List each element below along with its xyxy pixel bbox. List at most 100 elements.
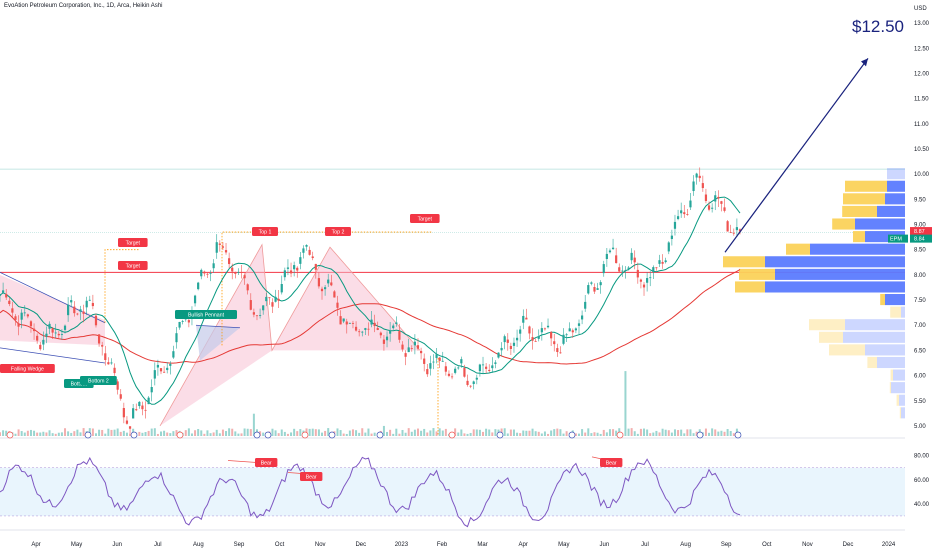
volume-profile-bar-blue xyxy=(893,369,905,381)
candle-body xyxy=(107,362,110,365)
volume-profile-bar-yellow xyxy=(809,319,845,331)
volume-profile-bar-blue xyxy=(765,281,905,293)
candle-body xyxy=(54,332,57,334)
volume-bar xyxy=(324,430,327,436)
volume-profile-bar-yellow xyxy=(889,382,891,394)
volume-bar xyxy=(336,428,339,436)
candle-body xyxy=(401,344,404,350)
volume-profile-bar-blue xyxy=(899,394,905,406)
price-tick-label: 11.50 xyxy=(914,97,929,103)
candle-body xyxy=(389,330,392,334)
volume-bar xyxy=(104,433,107,436)
volume-bar xyxy=(574,433,577,436)
candle-body xyxy=(324,287,327,290)
candle-body xyxy=(144,409,147,411)
volume-profile xyxy=(723,168,905,419)
volume-profile-bar-blue xyxy=(775,268,905,280)
volume-bar xyxy=(577,433,580,436)
event-marker xyxy=(301,431,309,439)
volume-bar xyxy=(463,433,466,436)
volume-bar xyxy=(163,430,166,436)
volume-bar xyxy=(534,431,537,436)
volume-bar xyxy=(522,430,525,436)
volume-bar xyxy=(485,428,488,436)
volume-bar xyxy=(646,429,649,436)
candle-body xyxy=(119,394,122,399)
candle-body xyxy=(113,367,116,374)
double-top-area xyxy=(160,244,420,426)
candle-body xyxy=(82,311,85,314)
candle-body xyxy=(522,315,525,323)
candle-body xyxy=(42,339,45,345)
volume-bar xyxy=(673,429,676,436)
volume-bar xyxy=(351,429,354,436)
candle-body xyxy=(200,269,203,277)
candle-body xyxy=(472,381,475,385)
volume-profile-bar-yellow xyxy=(739,268,775,280)
volume-bar xyxy=(720,430,723,436)
volume-bar xyxy=(717,431,720,436)
candle-body xyxy=(63,325,67,330)
candle-body xyxy=(274,296,277,302)
bottom-label: Bottom 2 xyxy=(88,379,109,385)
target-label: Target xyxy=(126,241,141,247)
volume-bar xyxy=(543,431,546,436)
volume-bar xyxy=(280,429,283,436)
volume-bar xyxy=(190,433,193,436)
rsi-band xyxy=(0,467,905,516)
candle-body xyxy=(630,252,633,261)
candle-body xyxy=(565,334,568,336)
volume-bar xyxy=(45,432,48,436)
volume-bar xyxy=(689,429,692,436)
event-marker xyxy=(376,431,384,439)
candle-body xyxy=(726,221,729,232)
pennant-line xyxy=(195,324,241,329)
candle-body xyxy=(286,267,290,269)
candle-body xyxy=(392,325,395,329)
candle-body xyxy=(45,333,48,337)
price-tick-label: 9.50 xyxy=(914,197,926,203)
volume-bar xyxy=(14,433,17,436)
volume-bar xyxy=(138,431,141,436)
candle-body xyxy=(491,365,494,369)
candle-body xyxy=(732,232,735,234)
candle-body xyxy=(234,272,237,274)
event-marker xyxy=(448,431,456,439)
price-tick-label: 13.00 xyxy=(914,21,930,27)
candle-body xyxy=(723,207,726,211)
candle-body xyxy=(358,331,361,333)
candle-body xyxy=(330,282,333,286)
volume-bar xyxy=(194,430,197,436)
time-tick-label: Jul xyxy=(154,542,162,548)
price-tick-label: 12.00 xyxy=(914,71,930,77)
volume-bar xyxy=(150,428,153,436)
volume-bar xyxy=(488,429,491,436)
candle-body xyxy=(494,362,497,364)
price-tick-label: 10.00 xyxy=(914,172,930,178)
candle-body xyxy=(506,339,509,343)
price-tick-label: 9.00 xyxy=(914,223,926,229)
volume-bar xyxy=(51,433,54,436)
price-tick-label: 5.00 xyxy=(914,424,926,430)
volume-profile-bar-yellow xyxy=(735,281,765,293)
candle-body xyxy=(317,278,321,287)
volume-profile-bar-blue xyxy=(877,356,905,369)
volume-profile-bar-yellow xyxy=(896,394,899,406)
volume-bar xyxy=(125,432,128,436)
volume-bar xyxy=(404,432,407,436)
rsi-bear-label-bg xyxy=(255,458,278,467)
candle-body xyxy=(20,312,23,320)
volume-profile-bar-blue xyxy=(843,331,905,343)
volume-bar xyxy=(531,428,534,436)
candle-body xyxy=(218,243,221,245)
volume-bar xyxy=(82,428,85,436)
candle-body xyxy=(73,306,76,314)
target-guide xyxy=(104,249,140,323)
volume-bar xyxy=(197,429,200,436)
volume-bar xyxy=(454,428,457,436)
candle-body xyxy=(720,201,723,204)
volume-profile-bar-blue xyxy=(845,319,905,331)
volume-bar xyxy=(240,433,243,436)
event-marker xyxy=(264,431,272,439)
